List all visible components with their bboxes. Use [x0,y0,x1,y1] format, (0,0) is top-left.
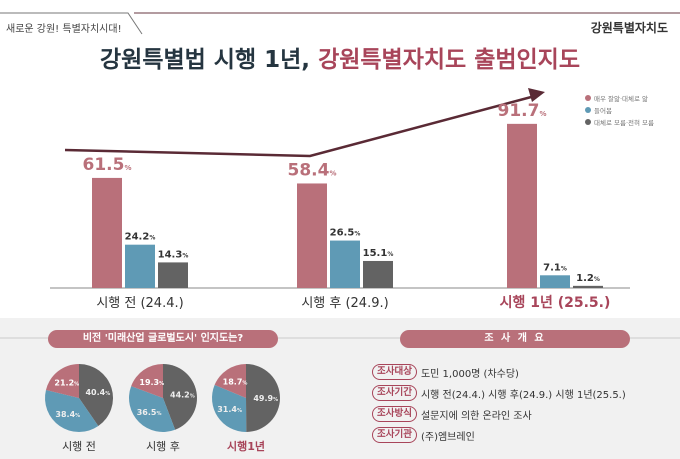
survey-tag: 조사기관 [372,427,417,443]
survey-row: 조사방식 설문지에 의한 온라인 조사 [372,406,532,422]
survey-text: 설문지에 의한 온라인 조사 [420,410,532,422]
bar [330,240,360,288]
bar [158,262,188,288]
survey-text: 시행 전(24.4.) 시행 후(24.9.) 시행 1년(25.5.) [420,389,626,401]
pie-value-label: 21.2% [54,378,79,387]
bar-chart: 61.5% 24.2%14.3% 시행 전 (24.4.) 58.4% 26.5%15.… [50,88,630,311]
pie-value-label: 38.4% [55,410,80,419]
bar [92,177,122,288]
survey-row: 조사대상 도민 1,000명 (차수당) [372,364,519,380]
pie-section-title: 비전 '미래산업 글로벌도시' 인지도는? [48,330,278,348]
pie-slice [246,364,281,432]
bar [125,244,155,288]
pie-slice [214,364,246,398]
trend-arrow-icon [528,88,545,102]
header-lines [0,12,680,35]
bar-value-label: 61.5% [83,155,132,175]
tagline: 새로운 강원! 특별자치시대! [6,24,122,35]
pie-label: 시행 전 [62,440,96,453]
bar-value-label: 1.2% [576,273,600,284]
bar-value-label: 15.1% [363,248,394,259]
title-accent: 강원특별자치도 출범인지도 [318,47,580,73]
pie-slice [211,384,247,432]
pie-label: 시행 후 [146,440,180,453]
pie-value-label: 31.4% [217,405,242,414]
page-title: 강원특별법 시행 1년, 강원특별자치도 출범인지도 [0,40,680,74]
legend-item: 대체로 모름·전혀 모름 [585,117,654,127]
pie-slice [79,364,114,427]
pie-label: 시행1년 [227,439,265,453]
bar [297,183,327,288]
bar-value-label: 14.3% [158,249,189,260]
x-tick-label: 시행 후 (24.9.) [301,295,388,311]
pie-slice [163,364,198,430]
pie-slice [129,386,176,432]
survey-text: 도민 1,000명 (차수당) [420,368,519,380]
survey-tag: 조사방식 [372,406,417,422]
pie-value-label: 49.9% [253,394,278,403]
pie-value-label: 44.2% [170,390,195,399]
trend-line [64,94,536,158]
pie-slice [45,364,79,398]
bar-value-label: 7.1% [543,262,567,273]
legend-item: 매우 잘앎·대체로 앎 [585,93,648,103]
pie-slice [45,389,99,432]
survey-tag: 조사기간 [372,385,417,401]
pie-charts: 40.4% 38.4% 21.2% 시행 전 44.2% 36.5% 19.3% 시행 후 49… [45,363,281,453]
pie-slice [131,363,163,398]
title-dark: 강원특별법 시행 1년, [100,47,311,73]
survey-tag: 조사대상 [372,364,417,380]
bar-value-label: 91.7% [498,101,547,121]
pie-value-label: 36.5% [137,408,162,417]
bar [507,123,537,289]
x-tick-label: 시행 전 (24.4.) [96,295,183,311]
bar-value-label: 26.5% [330,228,361,239]
bar [540,275,570,288]
legend-item: 들어봄 [585,105,612,115]
bar [573,285,603,288]
pie-value-label: 40.4% [85,388,110,397]
bar-value-label: 24.2% [125,232,156,243]
pie-value-label: 19.3% [139,378,164,387]
survey-row: 조사기간 시행 전(24.4.) 시행 후(24.9.) 시행 1년(25.5.) [372,385,626,401]
pie-value-label: 18.7% [223,378,248,387]
survey-text: (주)엠브레인 [420,431,475,443]
logo: 강원특별자치도 [590,21,668,35]
survey-title: 조 사 개 요 [400,330,630,348]
x-tick-label: 시행 1년 (25.5.) [500,295,611,311]
bar-value-label: 58.4% [288,160,337,180]
bar [363,260,393,288]
survey-row: 조사기관 (주)엠브레인 [372,427,475,443]
